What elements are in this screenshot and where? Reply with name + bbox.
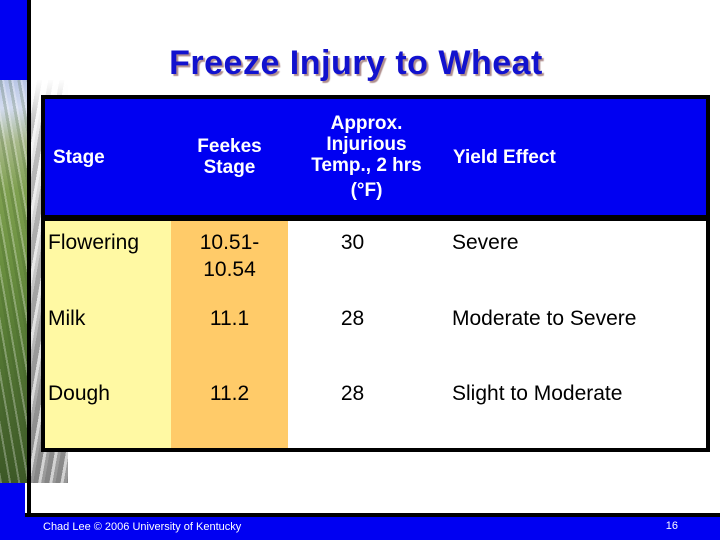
header-temp-line-2: Injurious <box>326 134 407 155</box>
cell-stage: Dough <box>45 372 171 448</box>
header-temp-line-1: Approx. <box>330 113 403 134</box>
footer-credit: Chad Lee © 2006 University of Kentucky <box>43 521 242 533</box>
cell-injurious-temp: 28 <box>340 306 365 330</box>
cell-stage: Flowering <box>45 221 171 297</box>
cell-injurious-temp: 28 <box>340 382 365 406</box>
table-header-divider <box>45 215 706 221</box>
header-temp-unit: (°F) <box>350 180 383 201</box>
cell-yield-effect: Slight to Moderate <box>452 382 623 406</box>
freeze-injury-table: Stage Feekes Stage Approx. Injurious Tem… <box>41 95 710 452</box>
cell-feekes-stage-value: 10.51-10.54 <box>199 231 260 281</box>
cell-yield-effect: Moderate to Severe <box>452 306 637 330</box>
table-header-feekes-stage: Feekes Stage <box>171 99 288 215</box>
table-row-dough: Dough 11.2 28 Slight to Moderate <box>45 372 706 448</box>
header-temp-line-3: Temp., 2 hrs <box>311 155 422 176</box>
table-header-injurious-temp: Approx. Injurious Temp., 2 hrs (°F) <box>288 99 445 215</box>
cell-feekes-stage-value: 11.1 <box>209 306 250 330</box>
table-header-feekes-stage-label: Feekes Stage <box>197 136 262 178</box>
cell-stage: Milk <box>45 296 171 373</box>
table-header-stage: Stage <box>45 99 171 215</box>
table-body: Flowering 10.51-10.54 30 Severe Milk 11.… <box>45 221 706 448</box>
template-divider-line <box>27 0 31 517</box>
slide-title: Freeze Injury to Wheat <box>169 44 543 82</box>
table-row-flowering: Flowering 10.51-10.54 30 Severe <box>45 221 706 297</box>
footer-divider-line <box>25 513 720 517</box>
table-header-stage-label: Stage <box>53 146 105 168</box>
footer-bar: Chad Lee © 2006 University of Kentucky 1… <box>0 517 720 540</box>
cell-yield-effect: Severe <box>452 231 519 254</box>
table-header-yield-effect-label: Yield Effect <box>453 146 556 168</box>
cell-feekes-stage: 11.1 <box>171 296 288 373</box>
wheat-photo-color <box>0 80 27 483</box>
cell-injurious-temp: 30 <box>340 231 365 254</box>
cell-feekes-stage-value: 11.2 <box>209 382 250 406</box>
table-header-yield-effect: Yield Effect <box>445 99 706 215</box>
slide-number: 16 <box>665 520 678 532</box>
cell-feekes-stage: 11.2 <box>171 372 288 448</box>
table-header-row: Stage Feekes Stage Approx. Injurious Tem… <box>45 99 706 215</box>
cell-feekes-stage: 10.51-10.54 <box>171 221 288 297</box>
template-accent-top <box>0 0 27 80</box>
table-row-milk: Milk 11.1 28 Moderate to Severe <box>45 296 706 373</box>
